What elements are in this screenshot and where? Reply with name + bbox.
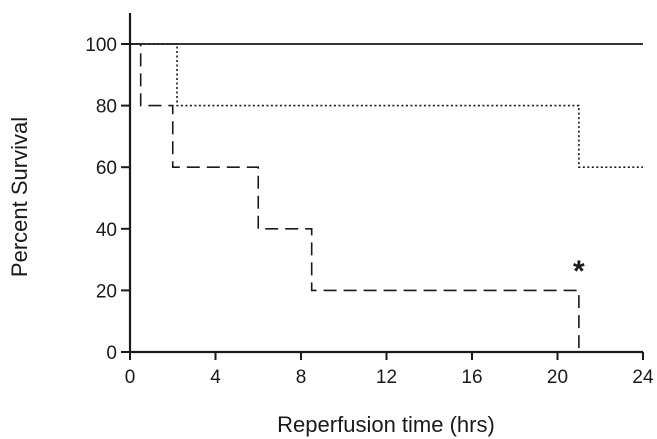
y-tick-label: 20 xyxy=(96,281,117,302)
x-tick-label: 4 xyxy=(210,367,221,388)
x-axis-title: Reperfusion time (hrs) xyxy=(277,412,495,437)
x-tick-label: 0 xyxy=(125,367,136,388)
x-ticks: 0 4 8 12 16 20 24 xyxy=(125,352,654,388)
y-axis-title: Percent Survival xyxy=(7,117,32,277)
y-tick-label: 40 xyxy=(96,220,117,241)
y-ticks: 0 20 40 60 80 100 xyxy=(85,35,130,364)
x-tick-label: 20 xyxy=(547,367,568,388)
x-tick-label: 12 xyxy=(376,367,397,388)
annotation-layer: * xyxy=(573,255,585,288)
y-tick-label: 60 xyxy=(96,158,117,179)
x-tick-label: 24 xyxy=(632,367,654,388)
y-tick-label: 80 xyxy=(96,97,117,118)
x-tick-label: 16 xyxy=(461,367,482,388)
significance-asterisk: * xyxy=(573,255,585,288)
y-tick-label: 0 xyxy=(106,343,117,364)
x-tick-label: 8 xyxy=(296,367,307,388)
y-tick-label: 100 xyxy=(85,35,117,56)
series-dashed-line xyxy=(130,43,580,352)
series-layer xyxy=(130,43,643,352)
series-dotted-line xyxy=(130,43,643,168)
